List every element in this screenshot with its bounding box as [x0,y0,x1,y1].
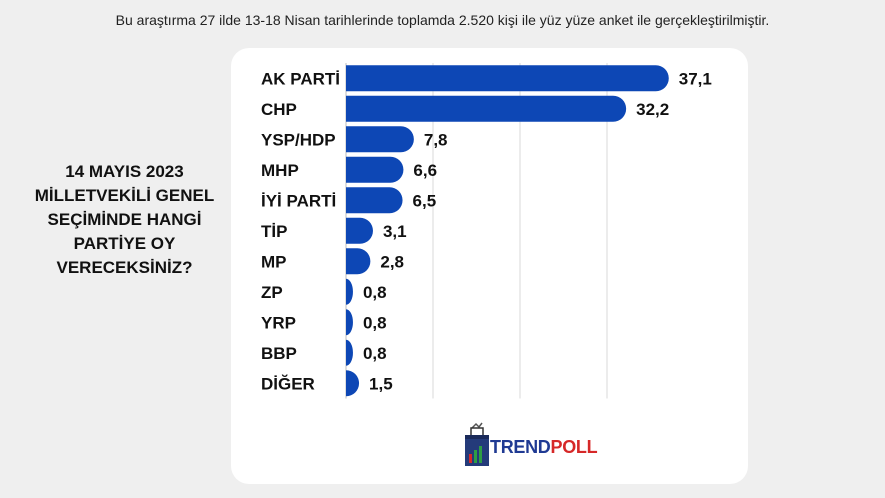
bar [346,187,403,214]
value-label: 6,6 [413,161,437,180]
bar [346,156,404,183]
bar [346,339,353,366]
bar [346,370,360,397]
ballot-box-icon [465,422,489,466]
category-label: İYİ PARTİ [261,191,336,210]
category-label: AK PARTİ [261,69,340,88]
chart-card: AK PARTİ 37,1 CHP 32,2 YSP/HDP 7,8 MHP 6,6 İYİ P… [231,48,748,484]
value-label: 0,8 [363,283,387,302]
bar [346,309,353,336]
value-label: 0,8 [363,344,387,363]
value-label: 6,5 [413,191,437,210]
category-label: TİP [261,222,287,241]
bar [346,65,669,92]
trendpoll-logo: TRENDPOLL [463,420,603,470]
chart-question: 14 MAYIS 2023 MİLLETVEKİLİ GENEL SEÇİMİN… [34,162,215,277]
category-label: BBP [261,344,297,363]
category-label: YSP/HDP [261,130,336,149]
category-label: MHP [261,161,299,180]
category-label: MP [261,252,287,271]
value-label: 2,8 [380,252,404,271]
bar [346,217,373,244]
category-label: YRP [261,313,296,332]
category-label: DİĞER [261,374,315,393]
value-label: 32,2 [636,100,669,119]
bar [346,95,627,122]
logo-wordmark: TRENDPOLL [490,437,598,458]
bar [346,278,353,305]
bar [346,248,371,275]
value-label: 7,8 [424,130,448,149]
value-label: 37,1 [679,69,712,88]
survey-note: Bu araştırma 27 ilde 13-18 Nisan tarihle… [115,12,770,28]
logo-part-2: POLL [550,437,598,457]
bar [346,126,414,153]
bar-chart: AK PARTİ 37,1 CHP 32,2 YSP/HDP 7,8 MHP 6,6 İYİ P… [261,63,712,399]
value-label: 0,8 [363,313,387,332]
category-label: CHP [261,100,297,119]
logo-part-1: TREND [490,437,551,457]
value-label: 1,5 [369,374,393,393]
category-label: ZP [261,283,283,302]
value-label: 3,1 [383,222,407,241]
